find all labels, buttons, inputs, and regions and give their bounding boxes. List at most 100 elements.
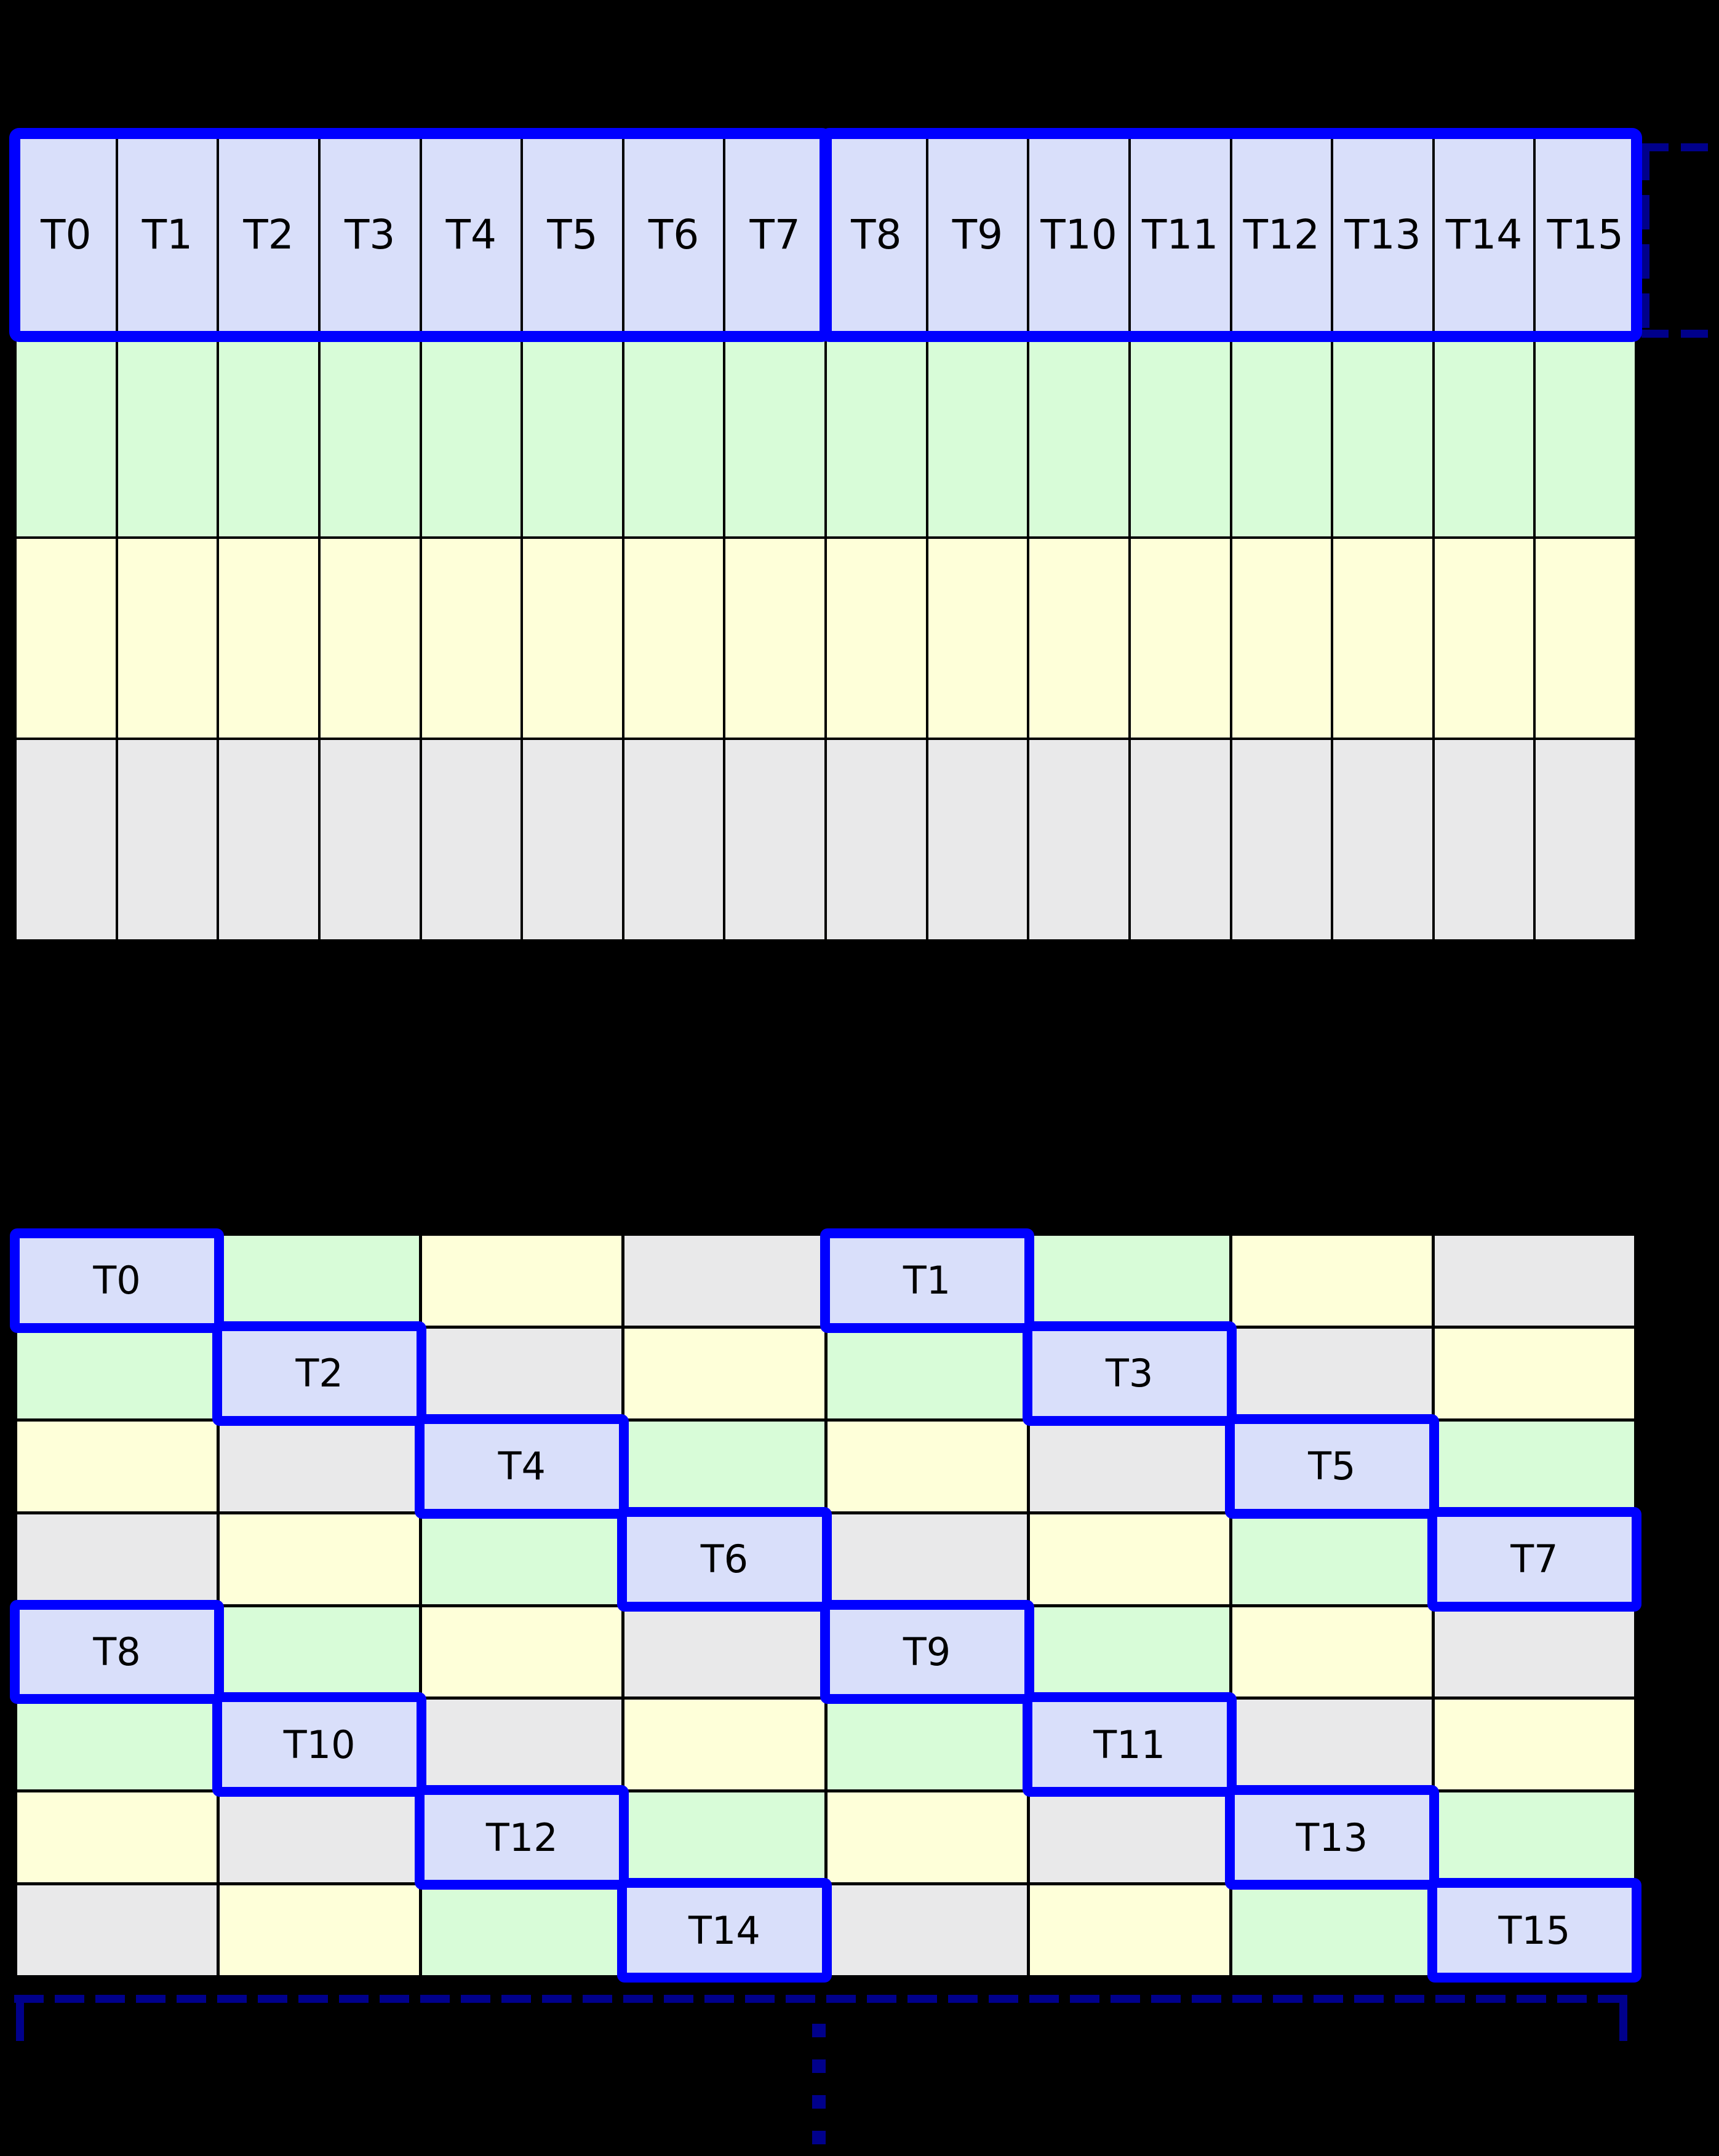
thread-label: T13 [1296,1815,1368,1860]
memory-cell-green [1333,336,1432,536]
memory-cell-yellow [624,538,724,738]
memory-cell-gray [624,740,724,939]
thread-label: T4 [445,211,497,259]
thread-label: T9 [903,1629,951,1674]
thread-label: T2 [295,1351,343,1396]
memory-cell-yellow [928,538,1027,738]
thread-label: T12 [485,1815,558,1860]
memory-cell-gray [17,1885,217,1975]
thread-label: T6 [700,1537,749,1582]
memory-cell-green [17,1328,217,1418]
thread-cell: T2 [220,1328,420,1418]
thread-label: T14 [1445,211,1523,259]
memory-cell-green [1434,1421,1634,1511]
memory-cell-green [1434,336,1534,536]
memory-cell-gray [1434,1607,1634,1697]
thread-cell: T11 [1130,135,1230,335]
memory-cell-gray [220,1792,420,1883]
memory-cell-gray [17,1514,217,1604]
memory-cell-gray [118,740,217,939]
memory-cell-gray [422,1328,622,1418]
thread-label: T12 [1243,211,1320,259]
memory-cell-gray [1232,1328,1432,1418]
thread-cell: T1 [118,135,217,335]
memory-cell-green [1029,1607,1229,1697]
thread-label: T8 [851,211,902,259]
memory-cell-yellow [1029,538,1128,738]
memory-cell-yellow [118,538,217,738]
thread-cell: T12 [422,1792,622,1883]
memory-cell-yellow [220,1885,420,1975]
memory-cell-gray [320,740,420,939]
thread-cell: T7 [1434,1514,1634,1604]
thread-cell: T6 [624,1514,824,1604]
thread-cell: T14 [1434,135,1534,335]
memory-cell-yellow [1434,1700,1634,1790]
thread-cell: T13 [1232,1792,1432,1883]
memory-cell-green [624,336,724,536]
thread-cell: T5 [1232,1421,1432,1511]
memory-cell-green [1232,336,1331,536]
row-span-bracket-top [1641,143,1717,151]
memory-cell-yellow [1130,538,1230,738]
thread-cell: T3 [320,135,420,335]
memory-cell-gray [219,740,318,939]
thread-cell: T15 [1536,135,1635,335]
memory-cell-green [422,1514,622,1604]
memory-cell-gray [1536,740,1635,939]
memory-cell-yellow [523,538,622,738]
memory-cell-gray [1434,740,1534,939]
thread-cell: T9 [827,1607,1027,1697]
thread-cell: T11 [1029,1700,1229,1790]
memory-cell-gray [422,1700,622,1790]
memory-cell-yellow [17,1792,217,1883]
thread-label: T10 [1040,211,1117,259]
memory-cell-green [827,336,926,536]
memory-cell-green [1232,1885,1432,1975]
memory-cell-green [17,1700,217,1790]
memory-cell-green [624,1421,824,1511]
thread-label: T7 [749,211,800,259]
memory-cell-green [725,336,824,536]
thread-label: T11 [1093,1722,1166,1767]
thread-cell: T14 [624,1885,824,1975]
thread-label: T0 [41,211,92,259]
thread-label: T9 [952,211,1003,259]
memory-cell-green [1029,1236,1229,1326]
thread-label: T15 [1498,1907,1571,1953]
thread-label: T0 [93,1258,141,1303]
memory-cell-yellow [1536,538,1635,738]
memory-cell-green [624,1792,824,1883]
thread-cell: T0 [17,1236,217,1326]
memory-cell-green [1536,336,1635,536]
memory-cell-green [523,336,622,536]
grid-width-bracket-right-tick [1619,2003,1627,2041]
memory-cell-green [17,336,116,536]
memory-cell-yellow [1029,1514,1229,1604]
memory-cell-yellow [827,1792,1027,1883]
memory-cell-green [118,336,217,536]
memory-cell-gray [1029,740,1128,939]
memory-cell-yellow [422,1607,622,1697]
memory-cell-gray [827,1514,1027,1604]
memory-cell-yellow [1029,1885,1229,1975]
memory-cell-gray [220,1421,420,1511]
thread-cell: T4 [421,135,521,335]
row-span-bracket-line [1641,146,1649,338]
thread-cell: T10 [220,1700,420,1790]
memory-cell-green [827,1328,1027,1418]
memory-cell-green [1130,336,1230,536]
thread-cell: T8 [827,135,926,335]
thread-label: T8 [93,1629,141,1674]
memory-cell-gray [624,1236,824,1326]
memory-cell-gray [1434,1236,1634,1326]
thread-label: T13 [1344,211,1421,259]
memory-cell-gray [928,740,1027,939]
memory-cell-gray [1130,740,1230,939]
memory-cell-gray [624,1607,824,1697]
memory-cell-green [827,1700,1027,1790]
thread-cell: T12 [1232,135,1331,335]
memory-cell-gray [1333,740,1432,939]
memory-cell-green [220,1236,420,1326]
